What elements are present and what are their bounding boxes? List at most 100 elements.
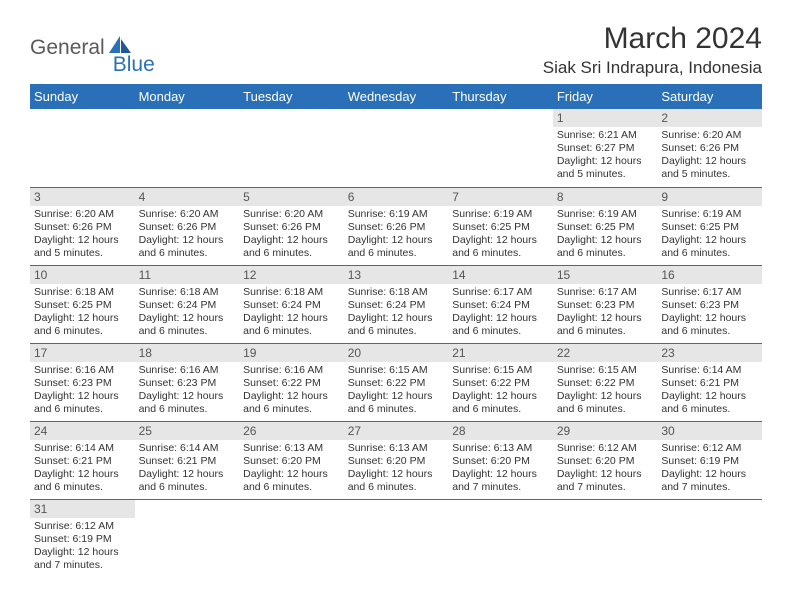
day-content: Sunrise: 6:12 AMSunset: 6:19 PMDaylight:… — [657, 440, 762, 499]
day-number: 21 — [448, 344, 553, 362]
day-cell: 3Sunrise: 6:20 AMSunset: 6:26 PMDaylight… — [30, 187, 135, 265]
day-number: 10 — [30, 266, 135, 284]
day-content: Sunrise: 6:20 AMSunset: 6:26 PMDaylight:… — [135, 206, 240, 265]
week-row: 31Sunrise: 6:12 AMSunset: 6:19 PMDayligh… — [30, 499, 762, 577]
day-cell — [448, 109, 553, 187]
day-cell: 31Sunrise: 6:12 AMSunset: 6:19 PMDayligh… — [30, 499, 135, 577]
col-saturday: Saturday — [657, 84, 762, 109]
day-number: 8 — [553, 188, 658, 206]
day-number: 3 — [30, 188, 135, 206]
day-cell: 5Sunrise: 6:20 AMSunset: 6:26 PMDaylight… — [239, 187, 344, 265]
day-number: 20 — [344, 344, 449, 362]
day-number: 25 — [135, 422, 240, 440]
week-row: 10Sunrise: 6:18 AMSunset: 6:25 PMDayligh… — [30, 265, 762, 343]
day-content: Sunrise: 6:19 AMSunset: 6:25 PMDaylight:… — [448, 206, 553, 265]
day-cell: 16Sunrise: 6:17 AMSunset: 6:23 PMDayligh… — [657, 265, 762, 343]
day-cell: 17Sunrise: 6:16 AMSunset: 6:23 PMDayligh… — [30, 343, 135, 421]
day-number: 26 — [239, 422, 344, 440]
day-content: Sunrise: 6:20 AMSunset: 6:26 PMDaylight:… — [30, 206, 135, 265]
day-number: 15 — [553, 266, 658, 284]
day-number: 13 — [344, 266, 449, 284]
day-number: 28 — [448, 422, 553, 440]
logo-text-general: General — [30, 37, 105, 58]
header-row: Sunday Monday Tuesday Wednesday Thursday… — [30, 84, 762, 109]
day-cell — [344, 499, 449, 577]
day-number: 24 — [30, 422, 135, 440]
day-number: 14 — [448, 266, 553, 284]
day-number: 27 — [344, 422, 449, 440]
day-cell: 27Sunrise: 6:13 AMSunset: 6:20 PMDayligh… — [344, 421, 449, 499]
day-cell — [553, 499, 658, 577]
day-cell: 8Sunrise: 6:19 AMSunset: 6:25 PMDaylight… — [553, 187, 658, 265]
day-content: Sunrise: 6:16 AMSunset: 6:22 PMDaylight:… — [239, 362, 344, 421]
day-content: Sunrise: 6:21 AMSunset: 6:27 PMDaylight:… — [553, 127, 658, 186]
day-cell — [344, 109, 449, 187]
day-content: Sunrise: 6:14 AMSunset: 6:21 PMDaylight:… — [135, 440, 240, 499]
day-content: Sunrise: 6:17 AMSunset: 6:23 PMDaylight:… — [553, 284, 658, 343]
day-content: Sunrise: 6:15 AMSunset: 6:22 PMDaylight:… — [448, 362, 553, 421]
day-cell — [135, 499, 240, 577]
day-number: 4 — [135, 188, 240, 206]
day-content: Sunrise: 6:16 AMSunset: 6:23 PMDaylight:… — [135, 362, 240, 421]
day-cell: 18Sunrise: 6:16 AMSunset: 6:23 PMDayligh… — [135, 343, 240, 421]
day-content: Sunrise: 6:18 AMSunset: 6:24 PMDaylight:… — [344, 284, 449, 343]
day-cell: 19Sunrise: 6:16 AMSunset: 6:22 PMDayligh… — [239, 343, 344, 421]
day-content: Sunrise: 6:18 AMSunset: 6:25 PMDaylight:… — [30, 284, 135, 343]
day-cell: 10Sunrise: 6:18 AMSunset: 6:25 PMDayligh… — [30, 265, 135, 343]
day-number: 16 — [657, 266, 762, 284]
day-cell: 2Sunrise: 6:20 AMSunset: 6:26 PMDaylight… — [657, 109, 762, 187]
day-content: Sunrise: 6:12 AMSunset: 6:19 PMDaylight:… — [30, 518, 135, 577]
day-number: 6 — [344, 188, 449, 206]
day-content: Sunrise: 6:17 AMSunset: 6:23 PMDaylight:… — [657, 284, 762, 343]
week-row: 1Sunrise: 6:21 AMSunset: 6:27 PMDaylight… — [30, 109, 762, 187]
title-block: March 2024 Siak Sri Indrapura, Indonesia — [543, 22, 762, 78]
day-cell: 23Sunrise: 6:14 AMSunset: 6:21 PMDayligh… — [657, 343, 762, 421]
day-cell: 6Sunrise: 6:19 AMSunset: 6:26 PMDaylight… — [344, 187, 449, 265]
day-content: Sunrise: 6:15 AMSunset: 6:22 PMDaylight:… — [344, 362, 449, 421]
day-number: 2 — [657, 109, 762, 127]
day-cell — [30, 109, 135, 187]
day-cell — [239, 499, 344, 577]
day-cell — [657, 499, 762, 577]
day-cell — [448, 499, 553, 577]
day-number: 1 — [553, 109, 658, 127]
day-cell: 20Sunrise: 6:15 AMSunset: 6:22 PMDayligh… — [344, 343, 449, 421]
col-friday: Friday — [553, 84, 658, 109]
day-cell: 7Sunrise: 6:19 AMSunset: 6:25 PMDaylight… — [448, 187, 553, 265]
day-content: Sunrise: 6:18 AMSunset: 6:24 PMDaylight:… — [135, 284, 240, 343]
header: General Blue March 2024 Siak Sri Indrapu… — [30, 22, 762, 78]
day-content: Sunrise: 6:18 AMSunset: 6:24 PMDaylight:… — [239, 284, 344, 343]
week-row: 24Sunrise: 6:14 AMSunset: 6:21 PMDayligh… — [30, 421, 762, 499]
day-number: 11 — [135, 266, 240, 284]
day-cell: 12Sunrise: 6:18 AMSunset: 6:24 PMDayligh… — [239, 265, 344, 343]
month-title: March 2024 — [543, 22, 762, 56]
day-cell: 9Sunrise: 6:19 AMSunset: 6:25 PMDaylight… — [657, 187, 762, 265]
day-content: Sunrise: 6:19 AMSunset: 6:25 PMDaylight:… — [657, 206, 762, 265]
day-cell — [135, 109, 240, 187]
day-content: Sunrise: 6:19 AMSunset: 6:25 PMDaylight:… — [553, 206, 658, 265]
week-row: 3Sunrise: 6:20 AMSunset: 6:26 PMDaylight… — [30, 187, 762, 265]
calendar-table: Sunday Monday Tuesday Wednesday Thursday… — [30, 84, 762, 577]
day-cell: 14Sunrise: 6:17 AMSunset: 6:24 PMDayligh… — [448, 265, 553, 343]
day-content: Sunrise: 6:13 AMSunset: 6:20 PMDaylight:… — [448, 440, 553, 499]
day-content: Sunrise: 6:16 AMSunset: 6:23 PMDaylight:… — [30, 362, 135, 421]
col-monday: Monday — [135, 84, 240, 109]
col-tuesday: Tuesday — [239, 84, 344, 109]
col-wednesday: Wednesday — [344, 84, 449, 109]
day-number: 12 — [239, 266, 344, 284]
day-cell: 22Sunrise: 6:15 AMSunset: 6:22 PMDayligh… — [553, 343, 658, 421]
day-content: Sunrise: 6:20 AMSunset: 6:26 PMDaylight:… — [239, 206, 344, 265]
day-cell: 30Sunrise: 6:12 AMSunset: 6:19 PMDayligh… — [657, 421, 762, 499]
day-cell: 21Sunrise: 6:15 AMSunset: 6:22 PMDayligh… — [448, 343, 553, 421]
day-number: 18 — [135, 344, 240, 362]
day-number: 5 — [239, 188, 344, 206]
day-content: Sunrise: 6:15 AMSunset: 6:22 PMDaylight:… — [553, 362, 658, 421]
day-number: 31 — [30, 500, 135, 518]
day-cell: 4Sunrise: 6:20 AMSunset: 6:26 PMDaylight… — [135, 187, 240, 265]
day-cell: 24Sunrise: 6:14 AMSunset: 6:21 PMDayligh… — [30, 421, 135, 499]
day-number: 17 — [30, 344, 135, 362]
day-content: Sunrise: 6:12 AMSunset: 6:20 PMDaylight:… — [553, 440, 658, 499]
day-content: Sunrise: 6:19 AMSunset: 6:26 PMDaylight:… — [344, 206, 449, 265]
day-content: Sunrise: 6:14 AMSunset: 6:21 PMDaylight:… — [30, 440, 135, 499]
day-cell: 11Sunrise: 6:18 AMSunset: 6:24 PMDayligh… — [135, 265, 240, 343]
